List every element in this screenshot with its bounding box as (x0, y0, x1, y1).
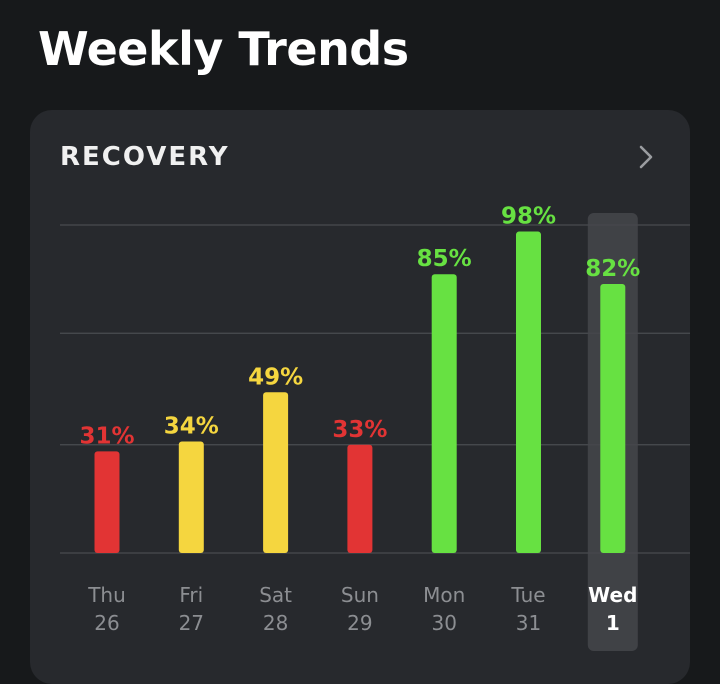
bar (600, 284, 626, 553)
x-tick-date: 27 (179, 611, 204, 635)
x-tick-day: Sat (259, 583, 292, 607)
x-tick-day: Fri (179, 583, 203, 607)
bar (347, 444, 373, 553)
bar-value-label: 34% (164, 413, 219, 439)
recovery-bar-chart: 31% Thu 26 34% Fri 27 49% Sat 28 33% Sun 29 85% Mon 30… (60, 204, 690, 651)
x-tick-date: 30 (431, 611, 456, 635)
page-title: Weekly Trends (38, 22, 409, 76)
x-tick-day: Tue (510, 583, 545, 607)
chevron-right-icon[interactable] (638, 144, 654, 170)
bar-value-label: 31% (79, 423, 134, 449)
x-tick-date: 31 (516, 611, 541, 635)
bar (516, 231, 541, 553)
bar (178, 441, 204, 553)
bar (94, 451, 120, 553)
x-tick-day: Wed (588, 583, 637, 607)
x-tick-date: 28 (263, 611, 288, 635)
x-tick-day: Thu (87, 583, 126, 607)
bar (431, 274, 457, 553)
x-tick-day: Mon (423, 583, 465, 607)
x-tick-date: 29 (347, 611, 372, 635)
x-tick-date: 1 (606, 611, 620, 635)
bar-value-label: 49% (248, 364, 303, 390)
x-tick-day: Sun (341, 583, 379, 607)
bar-value-label: 33% (332, 417, 387, 443)
bar-value-label: 82% (585, 256, 640, 282)
bar (263, 392, 289, 553)
recovery-card[interactable]: RECOVERY 31% Thu 26 34% Fri 27 49% Sat 28 33% Sun 2… (30, 110, 690, 684)
card-title: RECOVERY (60, 142, 230, 172)
bar-value-label: 85% (417, 246, 472, 272)
bar-value-label: 98% (501, 204, 556, 230)
x-tick-date: 26 (94, 611, 119, 635)
